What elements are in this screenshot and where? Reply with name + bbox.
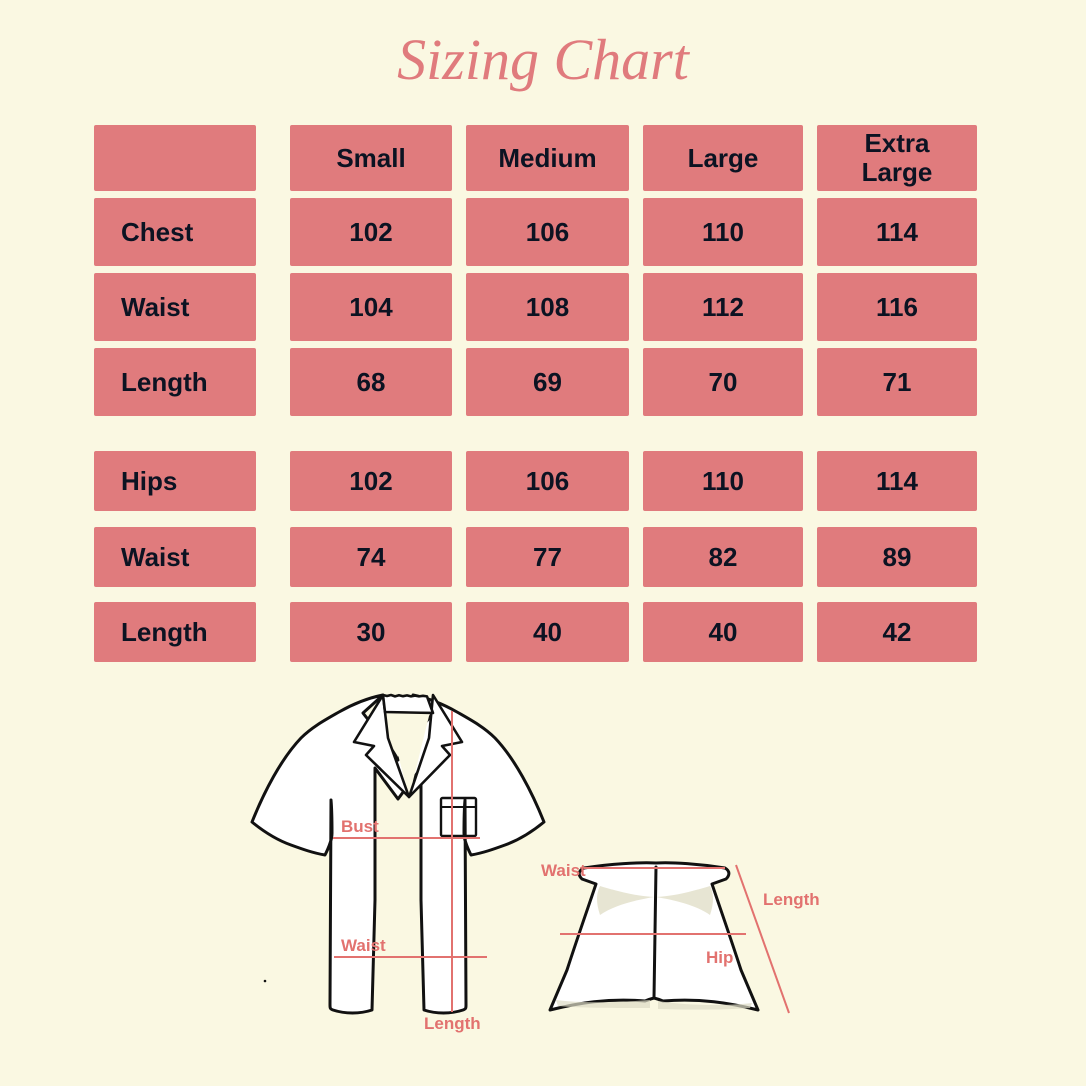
svg-text:Length: Length — [763, 890, 820, 909]
svg-text:Bust: Bust — [341, 817, 379, 836]
svg-text:Length: Length — [424, 1014, 481, 1033]
svg-text:Waist: Waist — [541, 861, 586, 880]
svg-text:Hip: Hip — [706, 948, 733, 967]
svg-text:Waist: Waist — [341, 936, 386, 955]
